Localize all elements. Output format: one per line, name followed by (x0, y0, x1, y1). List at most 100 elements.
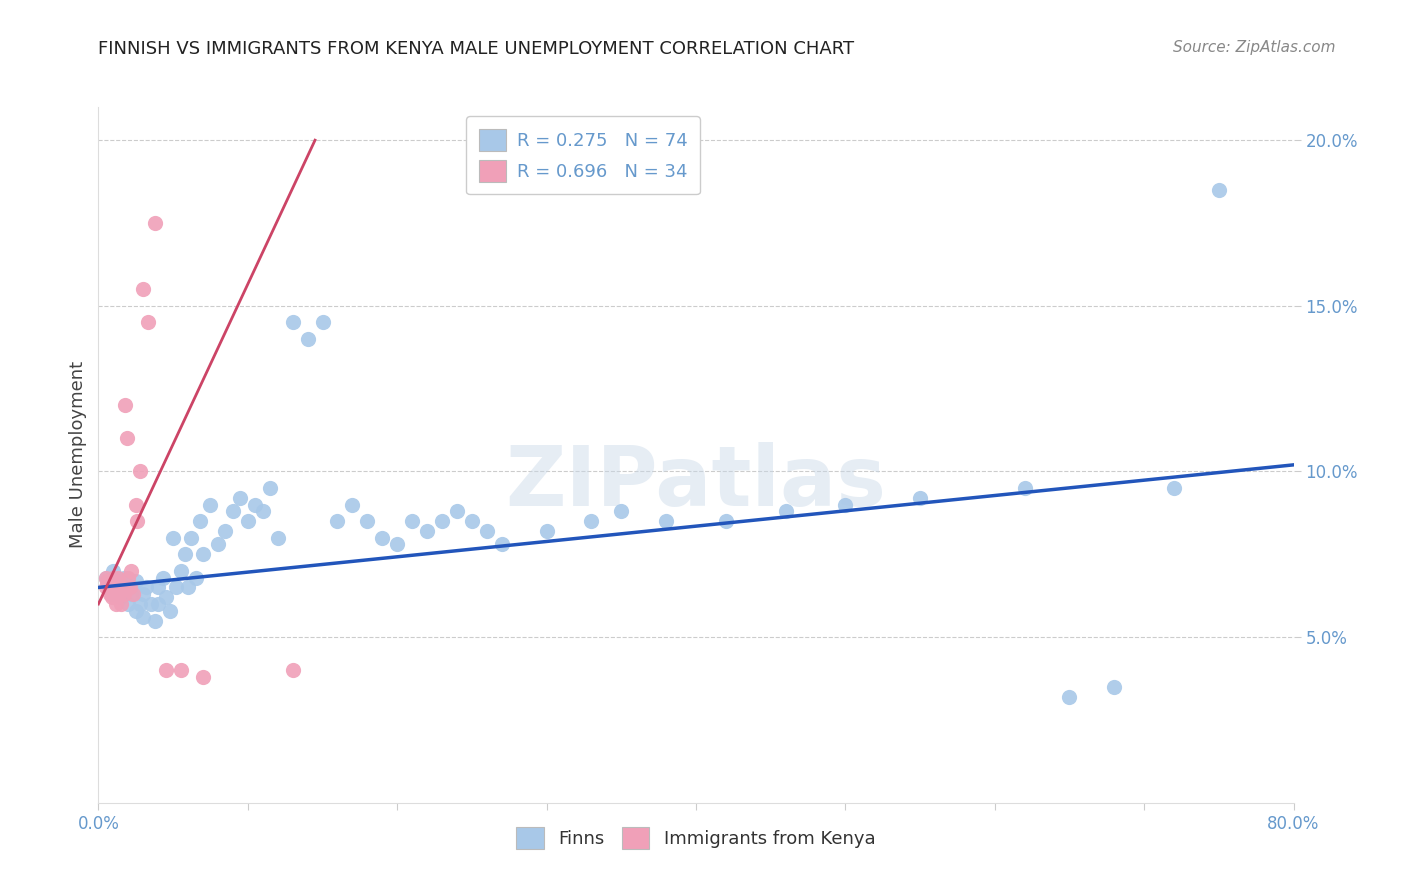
Point (143, 614, 166, 628)
Point (148, 581, 170, 595)
Point (162, 531, 184, 545)
Point (110, 597, 132, 611)
Point (114, 583, 136, 598)
Point (169, 663, 191, 677)
Point (120, 581, 142, 595)
Point (214, 524, 236, 538)
Point (155, 591, 177, 605)
Point (491, 537, 513, 551)
Point (98, 587, 122, 601)
Point (132, 587, 155, 601)
Point (401, 514, 423, 528)
Point (118, 581, 141, 595)
Point (281, 663, 304, 677)
Point (267, 531, 290, 545)
Point (1208, 183, 1230, 197)
Point (120, 564, 142, 578)
Point (110, 591, 132, 605)
Point (129, 597, 152, 611)
Point (127, 514, 149, 528)
Point (108, 587, 131, 601)
Point (461, 514, 484, 528)
Text: ZIPatlas: ZIPatlas (506, 442, 886, 524)
Point (775, 504, 797, 518)
Point (908, 491, 931, 505)
Point (112, 587, 135, 601)
Point (117, 597, 139, 611)
Point (1104, 680, 1126, 694)
Y-axis label: Male Unemployment: Male Unemployment (69, 361, 87, 549)
Point (97, 581, 120, 595)
Point (229, 491, 252, 505)
Point (105, 581, 128, 595)
Point (416, 524, 439, 538)
Point (342, 498, 364, 512)
Point (536, 524, 558, 538)
Point (121, 587, 143, 601)
Point (169, 564, 191, 578)
Point (297, 332, 319, 346)
Point (184, 570, 207, 584)
Point (581, 514, 603, 528)
Point (94, 570, 117, 584)
Point (111, 581, 134, 595)
Point (159, 604, 181, 618)
Point (155, 663, 177, 677)
Point (281, 315, 304, 329)
Point (103, 581, 125, 595)
Point (117, 570, 139, 584)
Point (98, 581, 122, 595)
Point (655, 514, 678, 528)
Point (112, 570, 135, 584)
Point (103, 587, 125, 601)
Point (152, 570, 174, 584)
Point (132, 610, 155, 624)
Point (110, 581, 132, 595)
Point (125, 604, 148, 618)
Point (96, 574, 118, 588)
Point (174, 547, 197, 561)
Point (311, 315, 333, 329)
Point (188, 514, 211, 528)
Point (1059, 690, 1081, 704)
Point (103, 587, 125, 601)
Point (115, 431, 138, 445)
Point (222, 504, 245, 518)
Point (103, 564, 125, 578)
Point (1014, 481, 1036, 495)
Point (191, 547, 214, 561)
Point (110, 581, 132, 595)
Point (180, 531, 202, 545)
Point (143, 216, 166, 230)
Point (148, 597, 170, 611)
Text: Source: ZipAtlas.com: Source: ZipAtlas.com (1173, 40, 1336, 55)
Point (245, 498, 267, 512)
Point (207, 537, 229, 551)
Text: FINNISH VS IMMIGRANTS FROM KENYA MALE UNEMPLOYMENT CORRELATION CHART: FINNISH VS IMMIGRANTS FROM KENYA MALE UN… (98, 40, 855, 58)
Point (94, 570, 117, 584)
Point (177, 581, 200, 595)
Point (385, 537, 409, 551)
Legend: Finns, Immigrants from Kenya: Finns, Immigrants from Kenya (509, 820, 883, 856)
Point (165, 581, 187, 595)
Point (356, 514, 378, 528)
Point (259, 481, 281, 495)
Point (98, 581, 122, 595)
Point (1163, 481, 1185, 495)
Point (114, 398, 136, 412)
Point (135, 581, 157, 595)
Point (132, 282, 155, 296)
Point (103, 570, 125, 584)
Point (326, 514, 349, 528)
Point (94, 581, 117, 595)
Point (120, 587, 142, 601)
Point (139, 597, 162, 611)
Point (125, 574, 148, 588)
Point (191, 670, 214, 684)
Point (430, 514, 453, 528)
Point (252, 504, 274, 518)
Point (236, 514, 259, 528)
Point (117, 574, 139, 588)
Point (107, 570, 129, 584)
Point (834, 498, 856, 512)
